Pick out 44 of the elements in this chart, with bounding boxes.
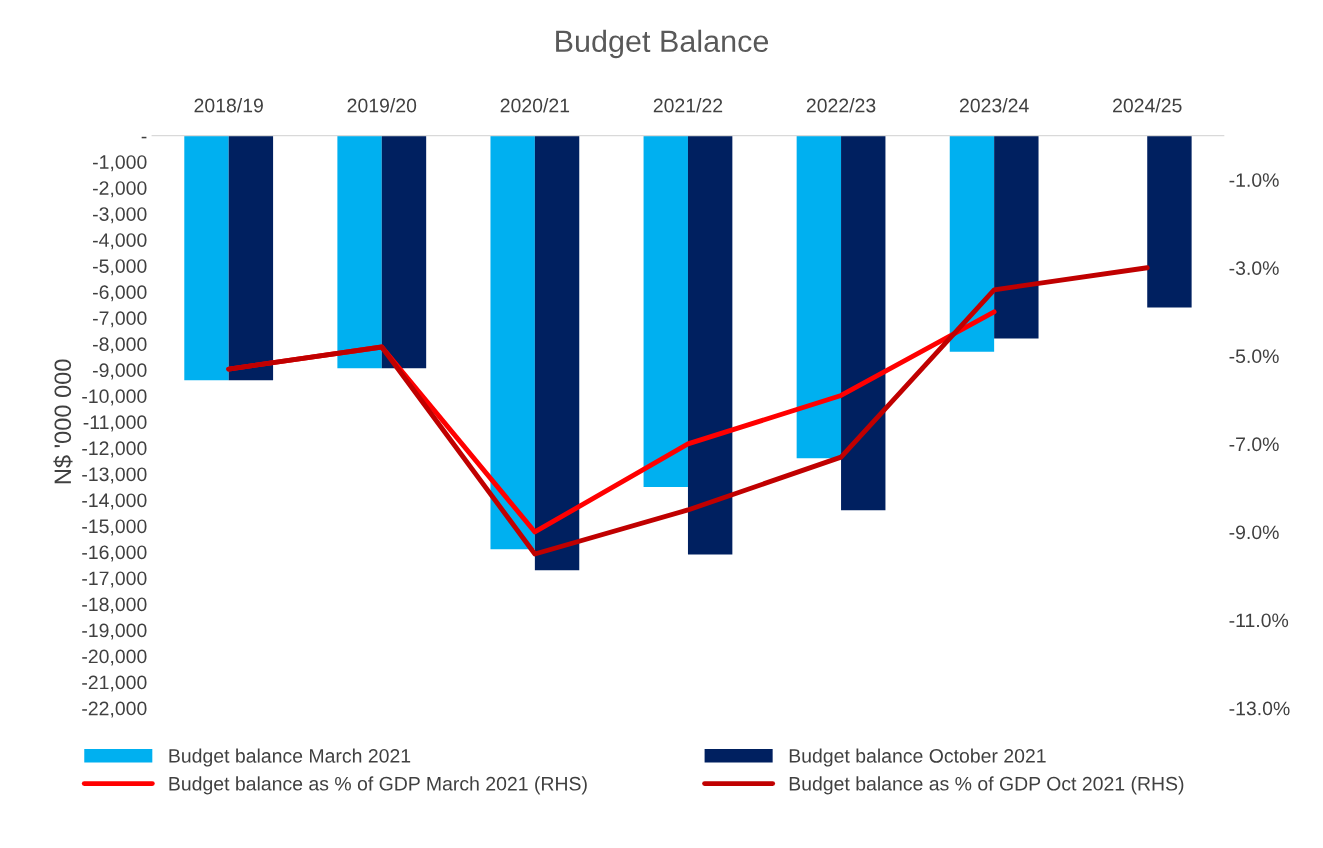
y-tick-label: -7,000	[93, 311, 147, 328]
x-tick-label: 2022/23	[806, 98, 876, 113]
y-tick-label: -16,000	[82, 545, 147, 562]
line-series	[226, 265, 1150, 557]
x-tick-label: 2023/24	[959, 98, 1029, 113]
y-tick-label: -22,000	[82, 701, 147, 718]
y-tick-label: -	[141, 136, 147, 139]
chart-title: Budget Balance	[556, 29, 769, 59]
y-tick-label: -21,000	[82, 675, 147, 692]
x-tick-label: 2021/22	[653, 98, 723, 113]
y2-tick-label: -1.0%	[1229, 173, 1279, 187]
y-tick-label: -9,000	[93, 363, 147, 380]
y-tick-label: -10,000	[82, 389, 147, 406]
legend-label: Budget balance October 2021	[789, 748, 1046, 767]
y2-tick-label: -3.0%	[1229, 261, 1279, 276]
y2-tick-label: -5.0%	[1229, 349, 1279, 364]
y-tick-label: -6,000	[93, 285, 147, 302]
y2-tick-label: -13.0%	[1229, 701, 1290, 716]
y-axis-title: N$ '000 000	[53, 359, 73, 484]
x-tick-label: 2018/19	[194, 98, 263, 113]
y-tick-label: -12,000	[82, 441, 147, 458]
legend-label: Budget balance March 2021	[169, 748, 411, 767]
y-tick-label: -19,000	[82, 623, 147, 640]
y-tick-label: -3,000	[93, 207, 147, 224]
x-tick-label: 2019/20	[347, 98, 417, 113]
y2-tick-label: -9.0%	[1229, 525, 1279, 540]
x-tick-label: 2020/21	[500, 98, 570, 113]
y2-tick-label: -11.0%	[1229, 613, 1289, 628]
y2-tick-label: -7.0%	[1229, 437, 1279, 452]
legend-label: Budget balance as % of GDP Oct 2021 (RHS)	[789, 776, 1184, 795]
y-tick-label: -17,000	[82, 571, 147, 588]
y-tick-label: -13,000	[82, 467, 147, 484]
y-tick-label: -15,000	[82, 519, 147, 536]
y-tick-label: -18,000	[82, 597, 147, 614]
y-tick-label: -11,000	[83, 415, 147, 432]
y-tick-label: -1,000	[93, 155, 147, 172]
y-tick-label: -20,000	[82, 649, 147, 666]
y-tick-label: -4,000	[93, 233, 147, 250]
y-tick-label: -14,000	[82, 493, 147, 510]
y-tick-label: -8,000	[93, 337, 147, 354]
legend-label: Budget balance as % of GDP March 2021 (RHS)	[169, 776, 587, 795]
x-tick-label: 2024/25	[1113, 98, 1182, 113]
y-tick-label: -5,000	[93, 259, 147, 276]
y-tick-label: -2,000	[93, 181, 147, 198]
